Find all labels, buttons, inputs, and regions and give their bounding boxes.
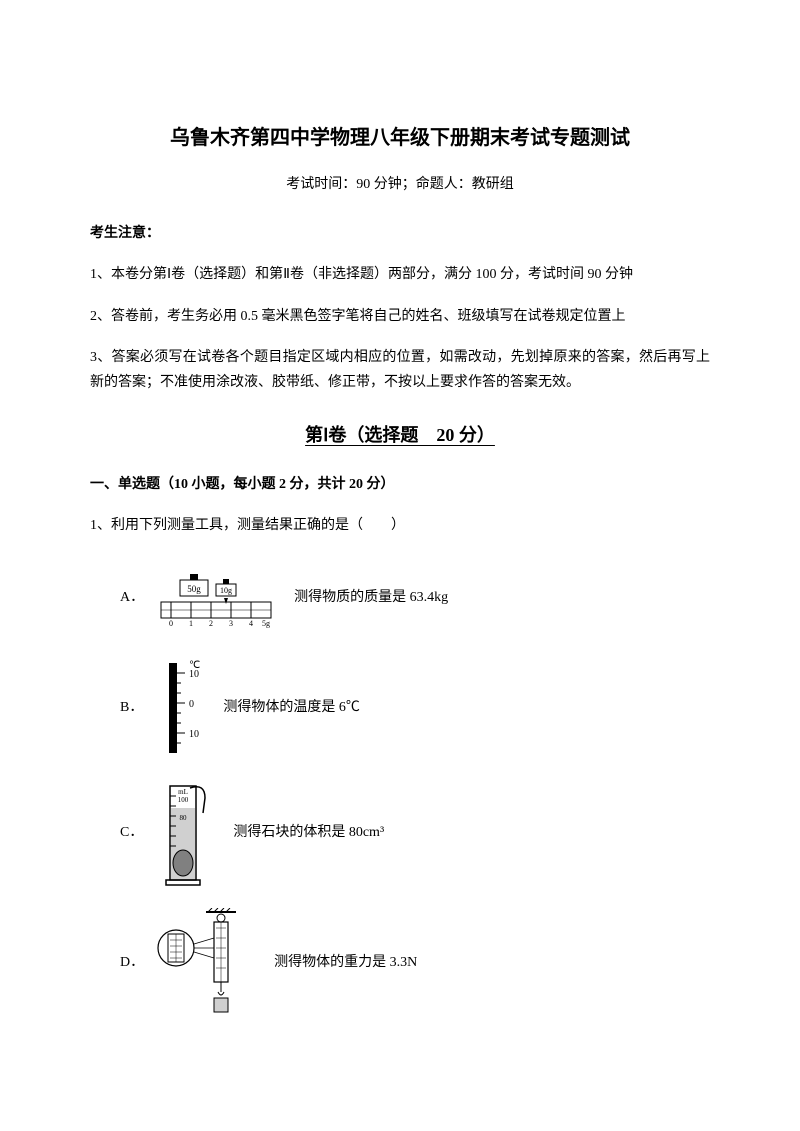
- option-b-label: B．: [120, 695, 143, 720]
- notice-2: 2、答卷前，考生务必用 0.5 毫米黑色签字笔将自己的姓名、班级填写在试卷规定位…: [90, 304, 710, 329]
- svg-text:50g: 50g: [187, 584, 201, 594]
- option-c-text: 测得石块的体积是 80cm³: [233, 820, 384, 845]
- exam-subtitle: 考试时间：90 分钟；命题人：教研组: [90, 172, 710, 197]
- svg-text:80: 80: [180, 814, 188, 822]
- svg-text:10: 10: [189, 669, 199, 680]
- svg-text:3: 3: [229, 619, 233, 628]
- option-d-text: 测得物体的重力是 3.3N: [274, 950, 417, 975]
- notice-3: 3、答案必须写在试卷各个题目指定区域内相应的位置，如需改动，先划掉原来的答案，然…: [90, 345, 710, 395]
- svg-text:100: 100: [178, 796, 189, 804]
- spring-scale-icon: [156, 908, 256, 1018]
- svg-text:4: 4: [249, 619, 253, 628]
- option-c: C． mL 100 80 测得石块的体积是 80cm³: [120, 778, 710, 888]
- option-a-label: A．: [120, 585, 144, 610]
- section-1-header: 第Ⅰ卷（选择题 20 分）: [90, 419, 710, 451]
- option-b: B． ℃ 10 0 10 测得物体的温度是 6℃: [120, 658, 710, 758]
- svg-text:0: 0: [189, 699, 194, 710]
- option-d-label: D．: [120, 950, 144, 975]
- svg-text:10g: 10g: [220, 586, 232, 595]
- question-type-header: 一、单选题（10 小题，每小题 2 分，共计 20 分）: [90, 472, 710, 497]
- question-1-stem: 1、利用下列测量工具，测量结果正确的是（ ）: [90, 513, 710, 538]
- option-d: D．: [120, 908, 710, 1018]
- notice-header: 考生注意：: [90, 221, 710, 246]
- option-a: A． 50g 10g 0 1 2 3 4: [120, 558, 710, 638]
- option-a-text: 测得物质的质量是 63.4kg: [294, 585, 448, 610]
- exam-title: 乌鲁木齐第四中学物理八年级下册期末考试专题测试: [90, 120, 710, 156]
- notice-1: 1、本卷分第Ⅰ卷（选择题）和第Ⅱ卷（非选择题）两部分，满分 100 分，考试时间…: [90, 262, 710, 287]
- svg-text:mL: mL: [178, 788, 188, 796]
- svg-text:0: 0: [169, 619, 173, 628]
- svg-text:10: 10: [189, 729, 199, 740]
- svg-text:5g: 5g: [262, 619, 270, 628]
- svg-text:1: 1: [189, 619, 193, 628]
- option-b-text: 测得物体的温度是 6℃: [223, 695, 360, 720]
- option-c-label: C．: [120, 820, 143, 845]
- graduated-cylinder-icon: mL 100 80: [155, 778, 215, 888]
- thermometer-icon: ℃ 10 0 10: [155, 658, 205, 758]
- question-1: 1、利用下列测量工具，测量结果正确的是（ ） A． 50g 10g 0: [90, 513, 710, 1018]
- svg-text:2: 2: [209, 619, 213, 628]
- balance-scale-icon: 50g 10g 0 1 2 3 4 5g: [156, 568, 276, 628]
